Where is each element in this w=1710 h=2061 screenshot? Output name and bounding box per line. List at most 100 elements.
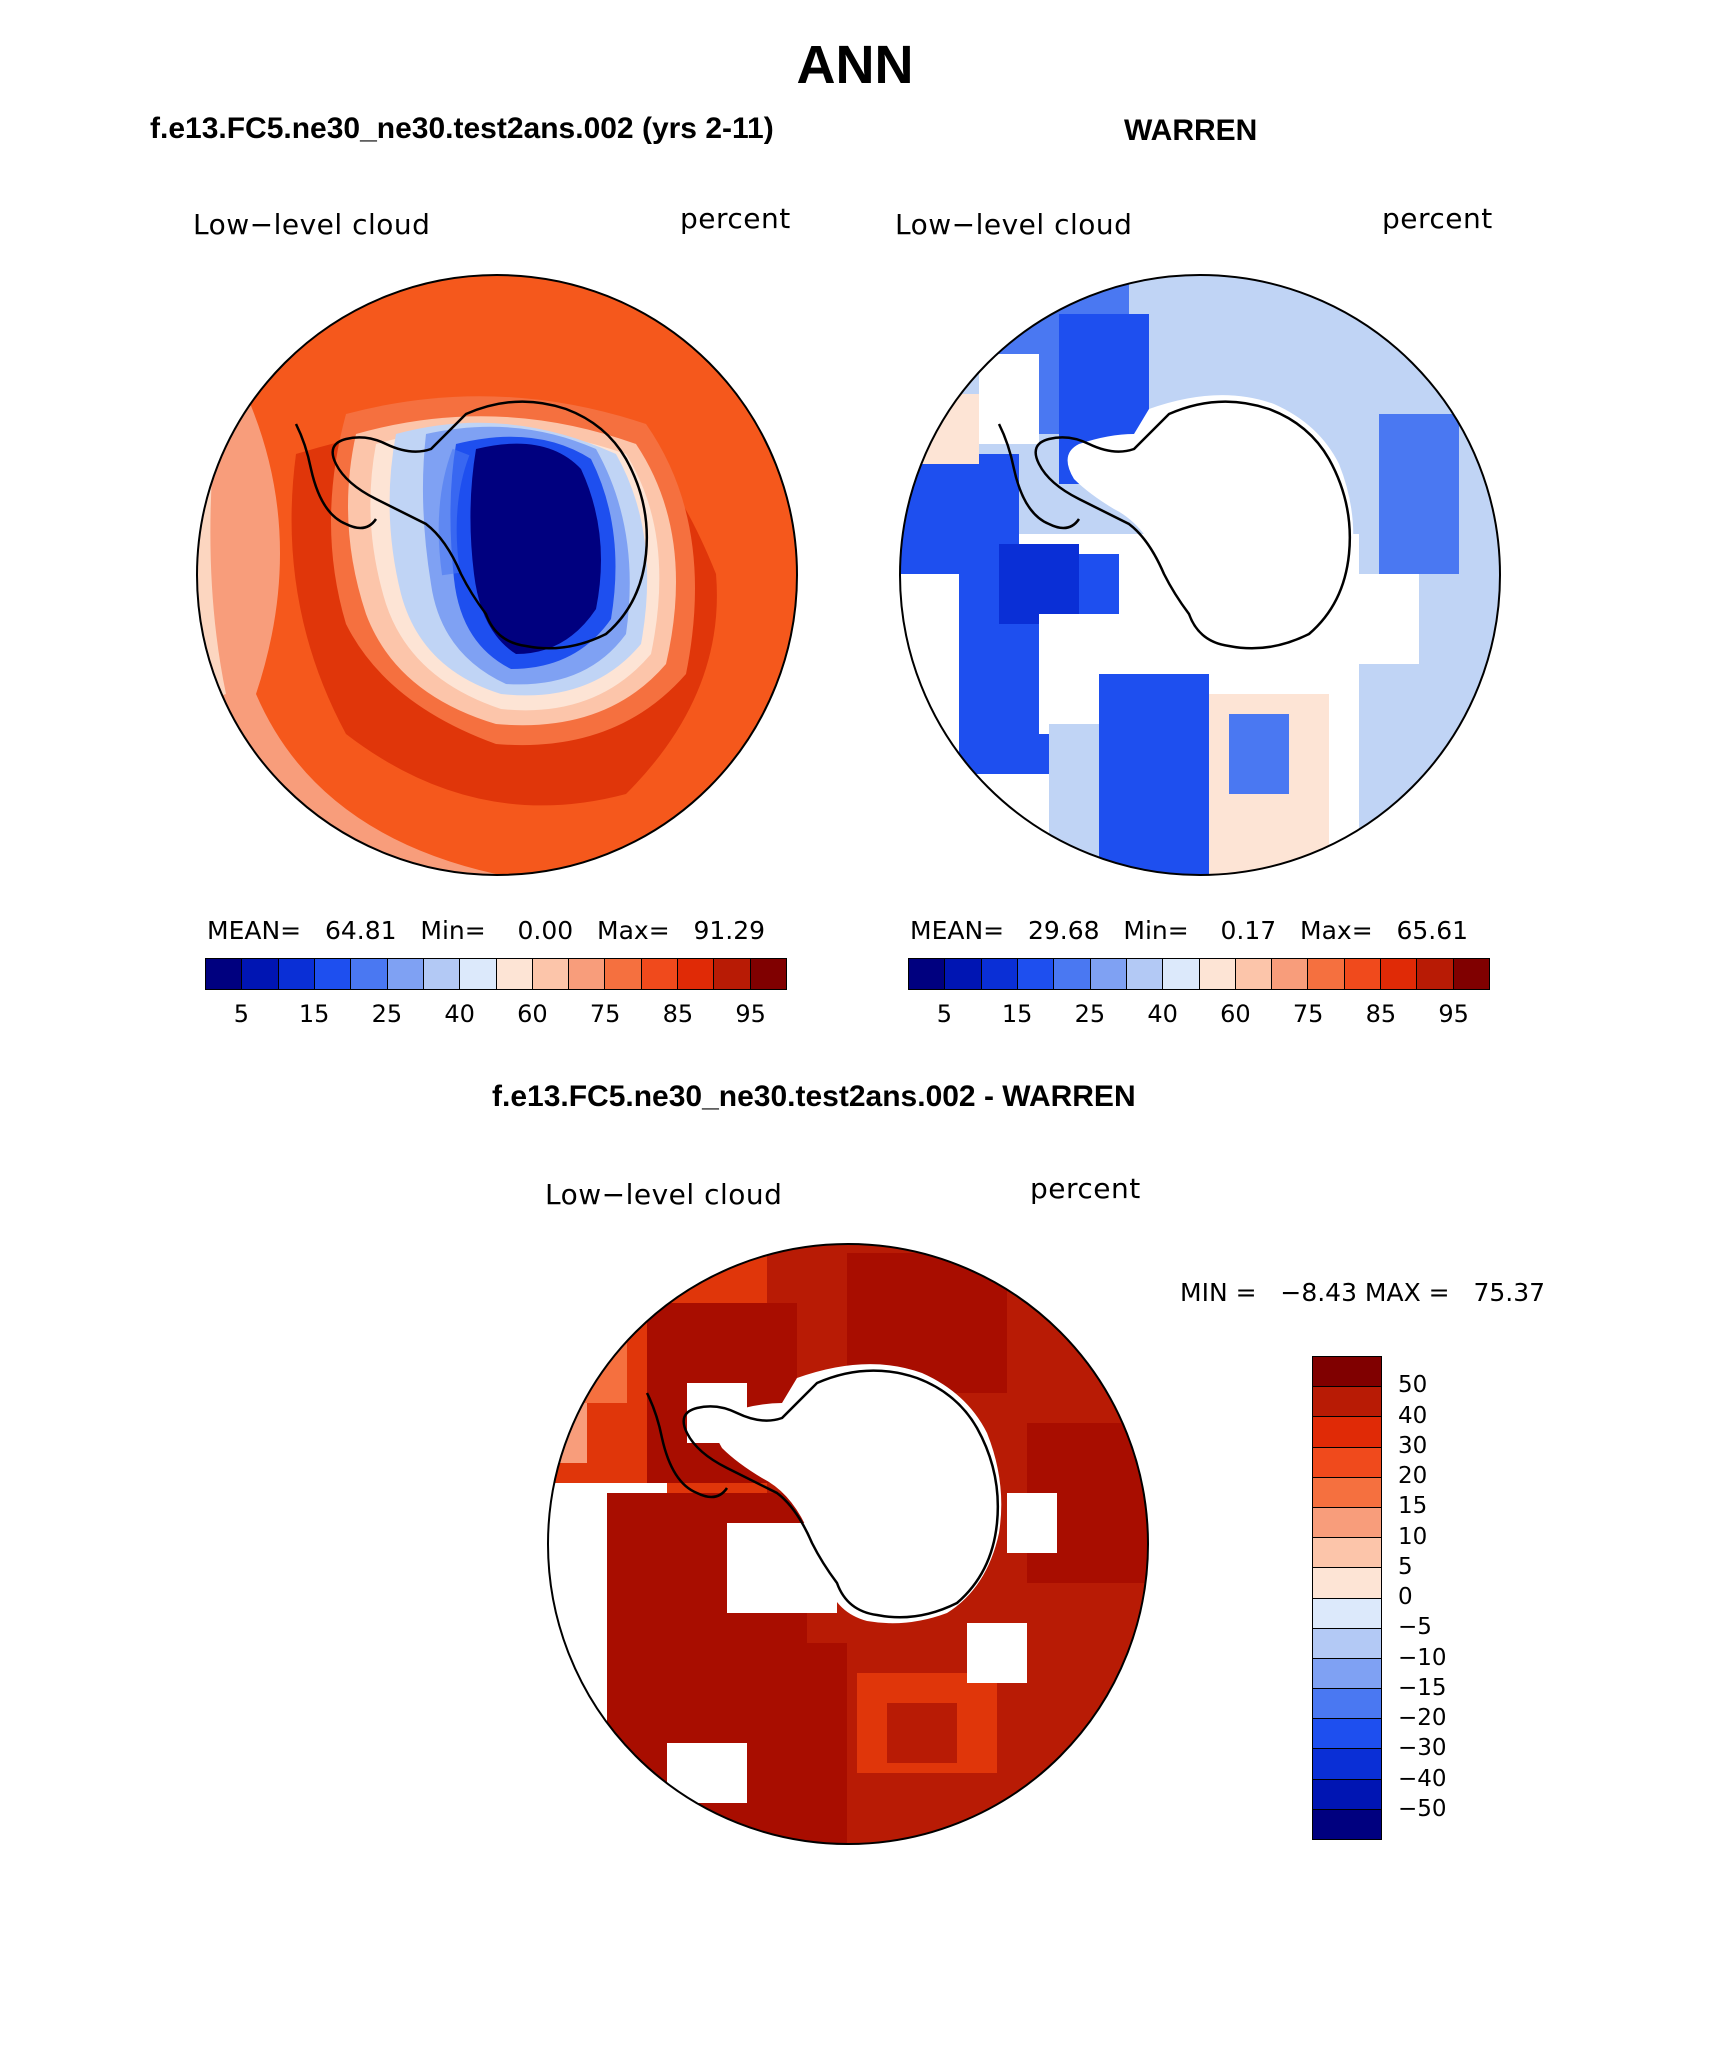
colorbar-swatch (1313, 1809, 1381, 1839)
colorbar-swatch (1235, 959, 1273, 989)
colorbar-swatch (1313, 1568, 1381, 1599)
colorbar-swatch (1313, 1417, 1381, 1448)
colorbar-swatch (714, 959, 751, 989)
colorbar-tick-label: 95 (1438, 1000, 1469, 1028)
panel-b-polar-map (899, 274, 1501, 876)
panel-c-variable-label: Low−level cloud (545, 1178, 783, 1211)
colorbar-tick-label: 25 (371, 1000, 403, 1028)
panel-a-mean-value: 64.81 (324, 916, 397, 945)
colorbar-tick-label: 5 (936, 1000, 953, 1028)
colorbar-swatch (351, 959, 388, 989)
panel-a-stats: MEAN= 64.81 Min= 0.00 Max= 91.29 (207, 916, 765, 945)
colorbar-tick-label: −40 (1398, 1765, 1447, 1792)
colorbar-swatch (909, 959, 946, 989)
panel-a-header: f.e13.FC5.ne30_ne30.test2ans.002 (yrs 2-… (150, 112, 774, 145)
panel-a-mean-label: MEAN= (207, 916, 302, 945)
colorbar-swatch (1313, 1357, 1381, 1388)
colorbar-swatch (496, 959, 533, 989)
panel-b-variable-label: Low−level cloud (895, 208, 1133, 241)
colorbar-swatch (1313, 1749, 1381, 1780)
panel-b-min-label: Min= (1123, 916, 1189, 945)
colorbar-tick-label: −5 (1398, 1614, 1432, 1641)
colorbar-tick-label: 40 (1147, 1000, 1178, 1028)
colorbar-tick-label: 0 (1398, 1584, 1413, 1610)
page-title: ANN (796, 35, 914, 95)
colorbar-tick-label: 5 (1398, 1553, 1413, 1580)
colorbar-swatch (242, 959, 279, 989)
colorbar-swatch (314, 959, 352, 989)
panel-b-stats: MEAN= 29.68 Min= 0.17 Max= 65.61 (910, 916, 1468, 945)
colorbar-swatch (1453, 959, 1489, 989)
colorbar-swatch (278, 959, 315, 989)
colorbar-swatch (387, 959, 424, 989)
panel-b-mean-label: MEAN= (910, 916, 1005, 945)
panel-b-max-label: Max= (1300, 916, 1373, 945)
colorbar-tick-label: 85 (662, 1000, 694, 1028)
colorbar-swatch (1272, 959, 1309, 989)
colorbar-tick-label: 15 (1001, 1000, 1033, 1028)
panel-a-polar-map (196, 274, 798, 876)
colorbar-swatch (1313, 1719, 1381, 1750)
colorbar-tick-label: −30 (1398, 1735, 1447, 1762)
panel-b-mean-value: 29.68 (1027, 916, 1100, 945)
colorbar-swatch (1313, 1477, 1381, 1508)
colorbar-tick-label: 5 (233, 1000, 250, 1028)
colorbar-swatch (1199, 959, 1236, 989)
colorbar-tick-label: 60 (517, 1000, 548, 1028)
colorbar-swatch (460, 959, 497, 989)
panel-b-colorbar-ticks: 5 15 25 40 60 75 85 95 (908, 1000, 1490, 1030)
colorbar-tick-label: −50 (1398, 1795, 1447, 1822)
colorbar-swatch (750, 959, 786, 989)
colorbar-tick-label: 75 (1292, 1000, 1324, 1028)
colorbar-tick-label: 25 (1074, 1000, 1106, 1028)
colorbar-swatch (569, 959, 606, 989)
colorbar-swatch (1017, 959, 1055, 989)
colorbar-tick-label: 75 (589, 1000, 621, 1028)
colorbar-tick-label: 50 (1398, 1372, 1428, 1399)
panel-a-min-label: Min= (420, 916, 486, 945)
colorbar-swatch (1417, 959, 1454, 989)
panel-a-colorbar (205, 958, 787, 990)
colorbar-swatch (1313, 1447, 1381, 1478)
panel-c-header: f.e13.FC5.ne30_ne30.test2ans.002 - WARRE… (492, 1080, 1136, 1113)
colorbar-tick-label: 40 (444, 1000, 475, 1028)
colorbar-swatch (605, 959, 642, 989)
colorbar-swatch (532, 959, 570, 989)
panel-b-header: WARREN (1124, 114, 1258, 147)
panel-c-minmax: MIN = −8.43 MAX = 75.37 (1180, 1278, 1546, 1307)
panel-a-colorbar-ticks: 5 15 25 40 60 75 85 95 (205, 1000, 787, 1030)
panel-c-colorbar-ticks: 50 40 30 20 15 10 5 0 −5 −10 −15 −20 −30 −40 −50 (1398, 1356, 1518, 1840)
colorbar-swatch (206, 959, 243, 989)
colorbar-tick-label: 30 (1398, 1432, 1428, 1459)
colorbar-tick-label: −15 (1398, 1674, 1447, 1701)
colorbar-tick-label: 95 (735, 1000, 766, 1028)
colorbar-swatch (1163, 959, 1200, 989)
colorbar-swatch (423, 959, 461, 989)
colorbar-swatch (945, 959, 982, 989)
panel-c-polar-map (547, 1243, 1149, 1845)
colorbar-tick-label: 15 (1398, 1493, 1428, 1520)
panel-a-min-value: 0.00 (517, 916, 574, 945)
colorbar-tick-label: −10 (1398, 1644, 1447, 1671)
colorbar-swatch (1090, 959, 1127, 989)
colorbar-tick-label: 20 (1398, 1463, 1428, 1489)
colorbar-swatch (1381, 959, 1418, 989)
colorbar-swatch (1313, 1658, 1381, 1690)
panel-b-max-value: 65.61 (1396, 916, 1469, 945)
colorbar-tick-label: 85 (1365, 1000, 1397, 1028)
colorbar-swatch (1313, 1628, 1381, 1659)
panel-c-units-label: percent (1030, 1172, 1141, 1205)
colorbar-swatch (641, 959, 679, 989)
panel-c-colorbar (1312, 1356, 1382, 1840)
colorbar-swatch (981, 959, 1018, 989)
colorbar-swatch (1308, 959, 1345, 989)
panel-a-units-label: percent (680, 202, 791, 235)
colorbar-tick-label: 60 (1220, 1000, 1251, 1028)
colorbar-swatch (1126, 959, 1164, 989)
panel-a-variable-label: Low−level cloud (193, 208, 431, 241)
colorbar-tick-label: 15 (298, 1000, 330, 1028)
panel-b-min-value: 0.17 (1220, 916, 1277, 945)
panel-a-max-label: Max= (597, 916, 670, 945)
colorbar-swatch (1344, 959, 1382, 989)
panel-a-max-value: 91.29 (693, 916, 766, 945)
